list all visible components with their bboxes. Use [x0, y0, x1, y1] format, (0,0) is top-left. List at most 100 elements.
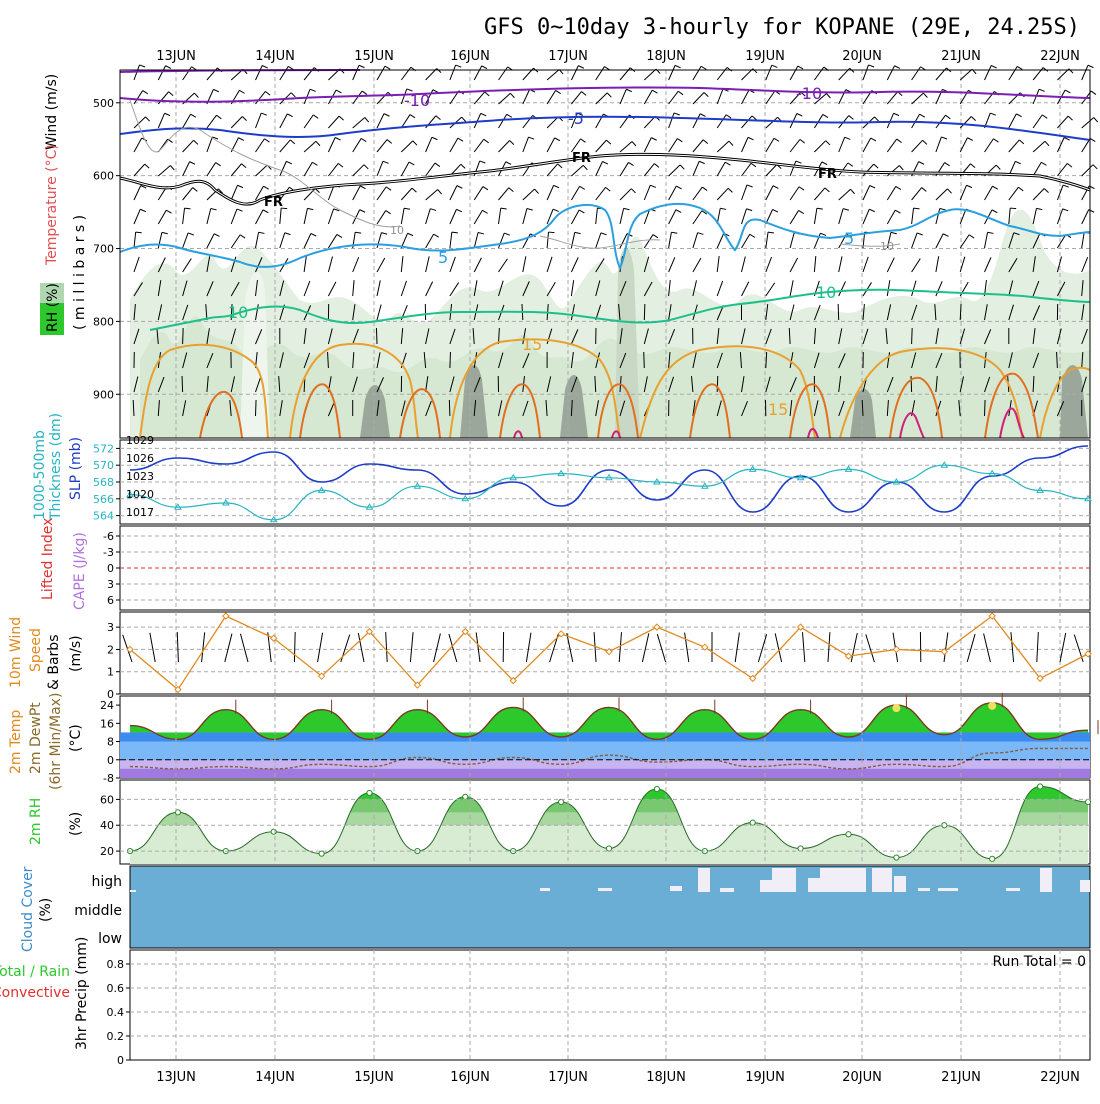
tick-label: 60 — [100, 793, 114, 806]
tick-label: 0.6 — [107, 982, 125, 995]
label-lifted-index: Lifted Index — [40, 518, 56, 600]
label-fr-c: FR — [818, 167, 837, 182]
rh-point — [798, 846, 803, 851]
top-date-label: 22JUN — [1040, 49, 1080, 64]
wind-barb-staff — [450, 352, 451, 368]
cloud-gap — [808, 878, 820, 892]
label-fr-a: FR — [264, 195, 283, 210]
precip-panel: 0.8 0.6 0.4 0.2 0 Run Total = 0 Total / Rain… — [0, 937, 1090, 1067]
bottom-date-label: 14JUN — [255, 1070, 295, 1085]
cloud-gap — [130, 890, 136, 892]
run-total: Run Total = 0 — [992, 954, 1086, 970]
label-2m-temp: 2m Temp — [8, 710, 24, 774]
label-minus10-b: -10 — [796, 84, 822, 103]
wind-barb-staff — [182, 376, 183, 392]
cloud-gap — [698, 868, 710, 892]
wind-barb-flag — [136, 232, 142, 233]
rh-point — [367, 790, 372, 795]
wind-barb-staff — [449, 400, 450, 416]
tick-label: 900 — [93, 388, 114, 401]
chart-title: GFS 0~10day 3-hourly for KOPANE (29E, 24… — [484, 15, 1080, 40]
bottom-date-label: 18JUN — [646, 1070, 686, 1085]
freeze-band — [120, 760, 1090, 769]
label-cloud-unit: (%) — [38, 898, 54, 922]
label-10m-wind: 10m Wind — [8, 617, 24, 688]
wind-barb-staff — [376, 328, 377, 344]
wind-barb-flag — [548, 232, 554, 233]
cloud-level-low: low — [98, 931, 122, 947]
tick-label: 0.2 — [107, 1030, 125, 1043]
hot-marker — [988, 702, 996, 710]
cloud-gap — [670, 886, 682, 891]
label-convective: Convective — [0, 985, 70, 1001]
tick-label: 500 — [93, 97, 114, 110]
label-barbs: & Barbs — [46, 635, 62, 691]
slp-tick-label: 1023 — [126, 470, 154, 483]
tick-label: 0 — [107, 754, 114, 767]
tick-label: 600 — [93, 170, 114, 183]
tick-label: 0.4 — [107, 1006, 125, 1019]
cloud-gap — [820, 868, 866, 892]
cool-band — [120, 742, 1090, 760]
rh-point — [271, 829, 276, 834]
tick-label: 3 — [107, 621, 114, 634]
slp-tick-label: 1017 — [126, 506, 154, 519]
cloud-gap — [540, 888, 550, 891]
label-10-a: 10 — [228, 303, 248, 322]
cloud-gap — [760, 880, 774, 892]
cloud-gap — [1040, 868, 1052, 892]
bottom-date-label: 21JUN — [941, 1070, 981, 1085]
label-thickness-1: 1000-500mb — [32, 430, 48, 520]
cloud-gap — [1006, 888, 1020, 891]
rh-point — [1038, 784, 1043, 789]
label-2m-dewpt: 2m DewPt — [28, 702, 44, 774]
hot-marker — [892, 704, 900, 712]
label-fr-b: FR — [572, 151, 591, 166]
cloud-level-middle: middle — [74, 903, 122, 919]
rh-point — [654, 786, 659, 791]
top-date-label: 16JUN — [450, 49, 490, 64]
slp-tick-label: 1020 — [126, 488, 154, 501]
tick-label: 0 — [107, 562, 114, 575]
label-temperature: Temperature (°C) — [44, 144, 60, 266]
tick-label: 40 — [100, 819, 114, 832]
label-rh: RH (%) — [45, 283, 61, 332]
tick-label: 2 — [107, 643, 114, 656]
top-date-label: 21JUN — [941, 49, 981, 64]
slp-tick-label: 1029 — [126, 434, 154, 447]
label-minus10-a: -10 — [404, 91, 430, 110]
label-rh10-a: 10 — [390, 224, 404, 237]
cloud-cover-panel: high middle low Cloud Cover (%) — [20, 866, 1090, 952]
label-slp: SLP (mb) — [68, 437, 84, 500]
tick-label: 568 — [93, 476, 114, 489]
wind-barb-staff — [838, 304, 839, 320]
rh-point — [846, 832, 851, 837]
bottom-date-label: 19JUN — [745, 1070, 785, 1085]
tick-label: 0.8 — [107, 958, 125, 971]
label-cloud-cover: Cloud Cover — [20, 866, 36, 952]
wind-barb-staff — [985, 400, 986, 416]
tick-label: 0 — [117, 1054, 124, 1067]
tick-label: -6 — [103, 530, 114, 543]
top-date-label: 19JUN — [745, 49, 785, 64]
top-date-label: 14JUN — [255, 49, 295, 64]
label-millibars: ( m i l l i b a r s ) — [72, 215, 88, 330]
bottom-date-label: 22JUN — [1040, 1070, 1080, 1085]
bottom-date-label: 17JUN — [548, 1070, 588, 1085]
label-total-rain: Total / Rain — [0, 964, 70, 980]
cloud-gap — [918, 888, 930, 891]
tick-label: 24 — [100, 699, 114, 712]
cloud-level-high: high — [91, 874, 122, 890]
bottom-date-label: 15JUN — [354, 1070, 394, 1085]
rh-point — [559, 799, 564, 804]
label-wind: Wind (m/s) — [44, 74, 60, 150]
cloud-gap — [938, 888, 958, 891]
label-cape: CAPE (J/kg) — [72, 532, 88, 610]
label-rh10-b: 10 — [880, 240, 894, 253]
top-date-label: 20JUN — [842, 49, 882, 64]
wind-barb-flag — [1010, 208, 1016, 209]
